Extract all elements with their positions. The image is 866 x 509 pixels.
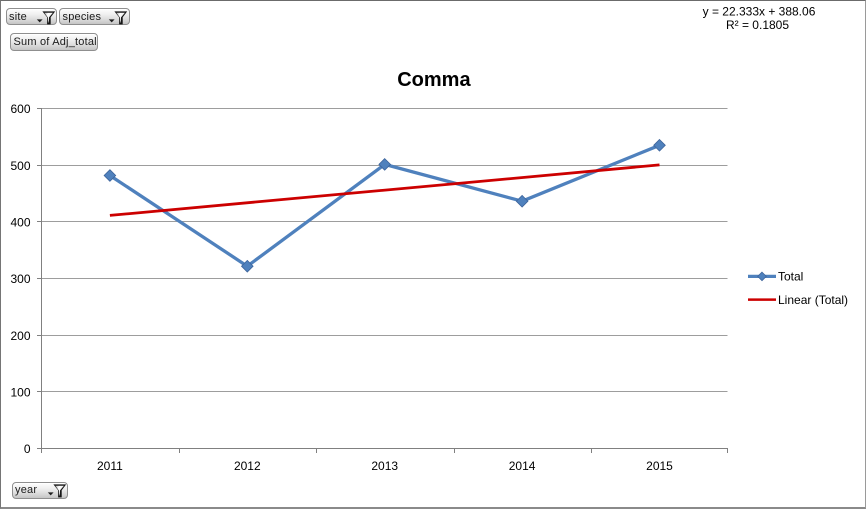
svg-text:Linear (Total): Linear (Total) [778,293,848,307]
svg-text:600: 600 [10,102,30,116]
svg-text:0: 0 [24,442,31,456]
svg-text:300: 300 [10,272,30,286]
svg-text:200: 200 [10,329,30,343]
svg-text:2011: 2011 [97,459,123,473]
svg-text:Comma: Comma [397,69,471,91]
svg-text:400: 400 [10,216,30,230]
svg-text:2014: 2014 [509,459,536,473]
svg-text:R² = 0.1805: R² = 0.1805 [726,18,789,32]
svg-text:500: 500 [10,159,30,173]
svg-text:2015: 2015 [646,459,673,473]
svg-text:y = 22.333x + 388.06: y = 22.333x + 388.06 [703,5,816,19]
svg-text:2013: 2013 [371,459,398,473]
svg-text:Total: Total [778,270,803,284]
svg-text:100: 100 [10,386,30,400]
svg-text:2012: 2012 [234,459,261,473]
